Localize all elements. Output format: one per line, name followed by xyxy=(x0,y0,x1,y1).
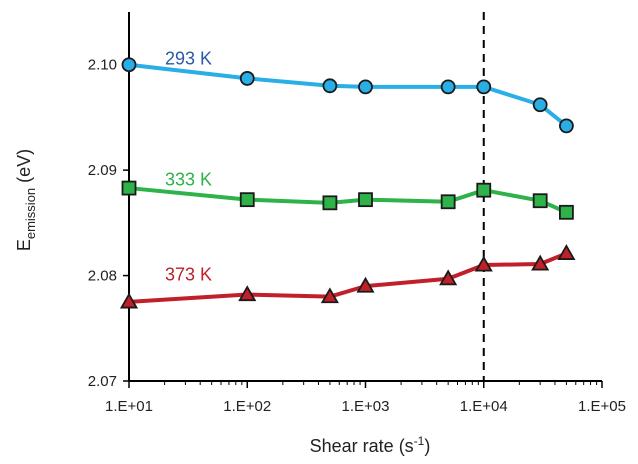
data-point xyxy=(559,204,574,220)
data-point xyxy=(532,97,548,113)
series-layer: 293 K 333 K 373 K xyxy=(119,48,576,309)
x-tick-label: 1.E+04 xyxy=(460,398,508,415)
series-label-293-k: 293 K xyxy=(165,48,212,68)
series-line-293-k xyxy=(128,62,568,128)
data-point xyxy=(439,269,458,286)
data-point xyxy=(239,192,255,208)
x-tick-label: 1.E+02 xyxy=(223,398,271,415)
data-point xyxy=(322,195,338,211)
data-point xyxy=(474,255,493,272)
data-point xyxy=(121,180,137,196)
data-point xyxy=(322,78,338,94)
data-point xyxy=(532,193,548,209)
data-point xyxy=(557,244,576,260)
axes: 1.E+01 1.E+02 1.E+03 1.E+04 1.E+05 2.07 2.08 2.… xyxy=(88,12,626,415)
series-label-333-k: 333 K xyxy=(165,170,212,190)
series-333-k: 333 K xyxy=(121,170,574,220)
x-tick-label: 1.E+03 xyxy=(342,398,390,415)
y-tick-label: 2.09 xyxy=(88,162,117,179)
x-axis-title: Shear rate (s-1) xyxy=(310,434,431,456)
series-373-k: 373 K xyxy=(119,244,576,309)
data-point xyxy=(358,192,373,208)
series-line-373-k xyxy=(128,251,568,304)
data-point xyxy=(476,182,492,198)
y-tick-label: 2.07 xyxy=(88,373,117,390)
data-point xyxy=(440,194,456,210)
y-tick-label: 2.08 xyxy=(88,268,117,285)
data-point xyxy=(440,79,456,95)
data-point xyxy=(119,292,139,309)
x-tick-label: 1.E+05 xyxy=(578,398,626,415)
data-point xyxy=(531,254,550,271)
data-point xyxy=(476,79,492,95)
data-point xyxy=(238,285,257,302)
y-tick-label: 2.10 xyxy=(88,57,117,74)
x-tick-label: 1.E+01 xyxy=(105,398,153,415)
series-293-k: 293 K xyxy=(121,48,574,134)
data-point xyxy=(356,276,375,293)
y-axis-title: Eemission (eV) xyxy=(14,149,38,251)
data-point xyxy=(239,71,255,86)
data-point xyxy=(121,57,137,73)
data-point xyxy=(559,118,574,134)
series-label-373-k: 373 K xyxy=(165,265,212,285)
data-point xyxy=(358,79,373,95)
data-point xyxy=(320,287,339,304)
series-line-333-k xyxy=(128,186,568,215)
